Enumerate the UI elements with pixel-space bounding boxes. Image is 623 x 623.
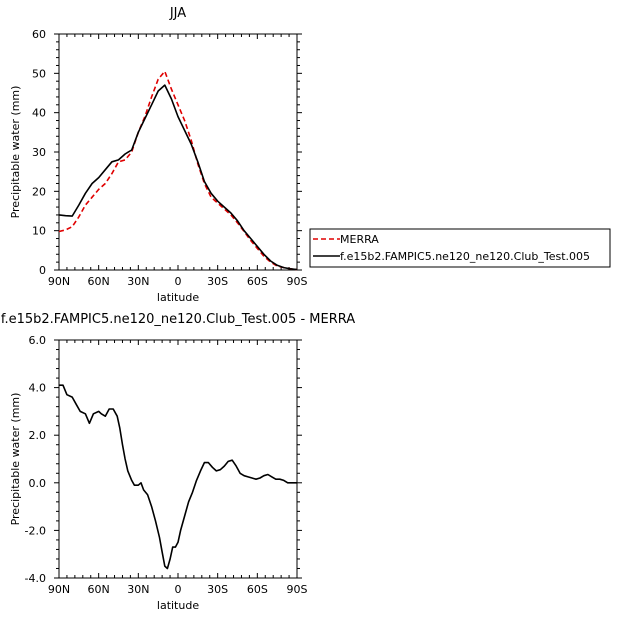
chart-1-ytick-label: 0.0 <box>29 477 47 490</box>
chart-0-legend-label: f.e15b2.FAMPIC5.ne120_ne120.Club_Test.00… <box>340 250 590 263</box>
chart-0-xtick-label: 60S <box>247 275 268 288</box>
chart-0-xtick-label: 30S <box>207 275 228 288</box>
chart-0-ytick-label: 20 <box>32 185 46 198</box>
chart-0-xtick-label: 0 <box>175 275 182 288</box>
chart-0-ytick-label: 30 <box>32 146 46 159</box>
chart-0-ytick-label: 0 <box>39 264 46 277</box>
chart-1-xtick-label: 90N <box>48 583 70 596</box>
chart-1-xtick-label: 60N <box>88 583 110 596</box>
chart-0-legend-label: MERRA <box>340 233 379 246</box>
chart-1-xtick-label: 90S <box>287 583 308 596</box>
chart-1-ytick-label: 4.0 <box>29 382 47 395</box>
chart-0-xtick-label: 90N <box>48 275 70 288</box>
chart-0-ytick-label: 40 <box>32 107 46 120</box>
chart-1-xtick-label: 60S <box>247 583 268 596</box>
chart-1-series-0-line <box>59 384 297 570</box>
chart-1-ytick-label: -4.0 <box>25 572 46 585</box>
chart-0-xtick-label: 30N <box>127 275 149 288</box>
chart-0-ytick-label: 10 <box>32 225 46 238</box>
chart-1-group <box>54 339 302 579</box>
chart-0-ytick-label: 60 <box>32 28 46 41</box>
chart-0-xtick-label: 60N <box>88 275 110 288</box>
chart-0-ylabel: Precipitable water (mm) <box>9 86 22 219</box>
chart-0-xtick-label: 90S <box>287 275 308 288</box>
chart-1-ytick-label: -2.0 <box>25 524 46 537</box>
chart-0-group <box>54 33 611 271</box>
chart-1-xtick-label: 30S <box>207 583 228 596</box>
chart-1-xlabel: latitude <box>157 599 199 612</box>
chart-1-title: f.e15b2.FAMPIC5.ne120_ne120.Club_Test.00… <box>1 312 355 327</box>
chart-0-series-0-line <box>58 70 298 271</box>
chart-1-xtick-label: 30N <box>127 583 149 596</box>
chart-0-xlabel: latitude <box>157 291 199 304</box>
chart-1-ylabel: Precipitable water (mm) <box>9 393 22 526</box>
chart-0-frame <box>58 33 298 271</box>
chart-1-xtick-label: 0 <box>175 583 182 596</box>
chart-0-series-1-line <box>58 84 298 271</box>
chart-1-ytick-label: 6.0 <box>29 334 47 347</box>
chart-1-ytick-label: 2.0 <box>29 429 47 442</box>
chart-0-ytick-label: 50 <box>32 67 46 80</box>
chart-0-title: JJA <box>169 6 186 21</box>
chart-0-legend-box <box>309 228 611 268</box>
